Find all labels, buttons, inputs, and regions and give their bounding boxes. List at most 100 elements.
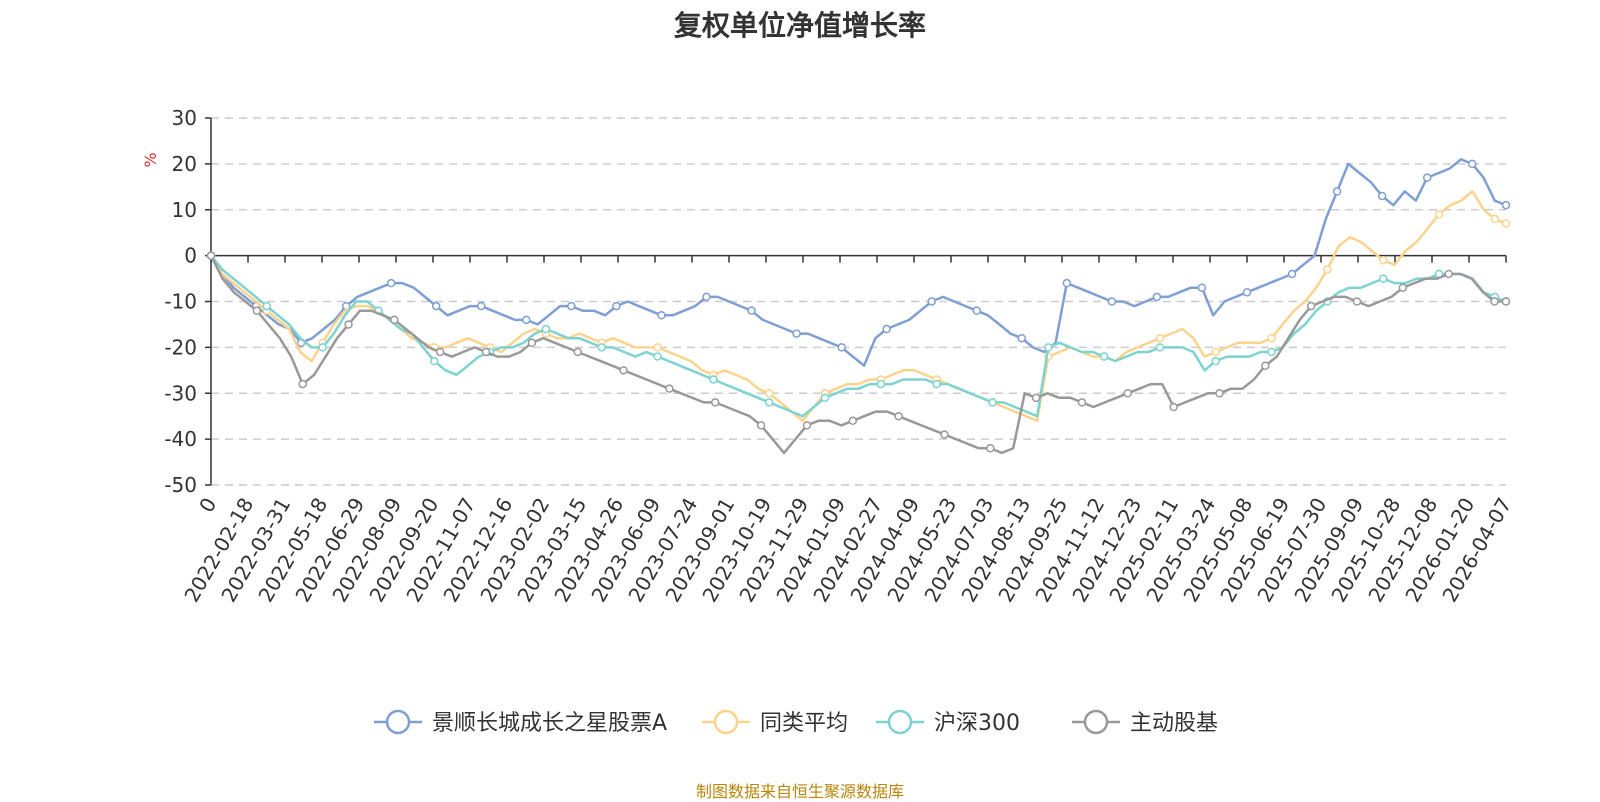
series-3-point-32 <box>573 347 582 357</box>
series-0-point-32 <box>567 301 576 311</box>
series-0-point-104 <box>1377 191 1387 201</box>
series-3-point-72 <box>1031 393 1041 403</box>
series-3-point-112 <box>1490 297 1499 306</box>
series-0-point-20 <box>431 301 441 311</box>
y-tick-label-8: -50 <box>164 473 197 497</box>
series-3-point-96 <box>1306 301 1316 311</box>
series-0-point-36 <box>612 301 621 311</box>
series-3-point-16 <box>390 315 399 325</box>
legend-item-2[interactable]: 沪深300 <box>876 709 1020 736</box>
series-2-point-85 <box>1155 343 1165 352</box>
y-tick-label-5: -20 <box>164 335 197 359</box>
series-0-point-112 <box>1467 159 1477 169</box>
legend-label-0: 景顺长城成长之星股票A <box>432 711 667 736</box>
series-3-point-44 <box>710 398 720 407</box>
series-0-point-84 <box>1152 292 1162 302</box>
series-0-point-68 <box>972 306 981 315</box>
series-3-point-40 <box>665 384 674 393</box>
series-3-point-100 <box>1352 297 1362 306</box>
series-1-point-105 <box>1378 255 1388 265</box>
series-2-point-80 <box>1099 352 1109 361</box>
series-0-point-44 <box>702 292 711 302</box>
series-3-point-52 <box>802 421 812 430</box>
legend-marker-0 <box>385 709 411 735</box>
y-axis-label: % <box>141 152 160 167</box>
series-line-0 <box>209 158 1507 367</box>
y-tick-label-6: -30 <box>164 381 197 405</box>
series-0-point-92 <box>1242 288 1252 297</box>
series-1-point-115 <box>1490 214 1500 224</box>
series-3-point-108 <box>1444 269 1453 279</box>
series-2-point-105 <box>1378 274 1388 283</box>
series-1-point-50 <box>764 389 774 398</box>
series-3-point-8 <box>298 379 307 389</box>
series-3-point-36 <box>619 366 628 375</box>
legend-marker-2 <box>887 709 913 735</box>
series-0-point-80 <box>1107 297 1117 306</box>
y-tick-label-2: 10 <box>172 198 197 222</box>
series-0-point-28 <box>522 315 531 325</box>
series-3-point-68 <box>986 444 995 453</box>
series-0-point-48 <box>747 306 756 315</box>
series-2-point-65 <box>932 379 941 389</box>
series-3-point-20 <box>435 347 445 357</box>
series-3-point-92 <box>1261 361 1270 370</box>
series-0-point-100 <box>1332 187 1342 196</box>
series-3-point-24 <box>481 347 491 357</box>
y-tick-label-7: -40 <box>164 427 197 451</box>
series-0-point-64 <box>927 297 936 306</box>
series-1-point-110 <box>1434 210 1444 219</box>
legend-marker-3 <box>1083 709 1109 735</box>
series-0-point-52 <box>792 329 801 338</box>
series-3-point-104 <box>1398 283 1408 292</box>
series-1-point-40 <box>653 343 662 352</box>
series-0-point-40 <box>657 311 666 320</box>
legend-item-1[interactable]: 同类平均 <box>702 709 848 736</box>
legend-item-0[interactable]: 景顺长城成长之星股票A <box>374 709 667 736</box>
series-2-point-10 <box>318 343 327 352</box>
y-tick-label-1: 20 <box>172 152 197 176</box>
legend-label-1: 同类平均 <box>760 711 848 736</box>
legend: 景顺长城成长之星股票A 同类平均 沪深300 主动股基 <box>374 709 1218 736</box>
x-tick-label-0: 0 <box>194 494 221 517</box>
series-3-point-28 <box>527 338 537 348</box>
series-0-point-72 <box>1017 333 1027 343</box>
series-3-point-64 <box>940 430 949 439</box>
series-3-point-0 <box>206 251 216 260</box>
series-2-point-40 <box>653 352 662 361</box>
series-2-point-30 <box>541 324 551 334</box>
series-3-point-60 <box>894 411 903 421</box>
series-3-point-80 <box>1123 389 1133 398</box>
series-1-point-90 <box>1211 347 1220 357</box>
series-3-point-84 <box>1169 402 1178 412</box>
series-lines <box>206 158 1511 455</box>
series-0-point-16 <box>386 278 396 288</box>
y-tick-label-4: -10 <box>164 290 197 314</box>
source-note: 制图数据来自恒生聚源数据库 <box>695 782 904 801</box>
series-3-point-48 <box>756 421 766 430</box>
series-2-point-70 <box>988 398 997 407</box>
series-0-point-56 <box>837 343 846 352</box>
series-3-point-last <box>1501 297 1511 306</box>
series-2-point-55 <box>820 393 830 403</box>
series-0-point-60 <box>882 324 891 334</box>
legend-item-3[interactable]: 主动股基 <box>1072 709 1218 736</box>
series-0-point-24 <box>477 301 486 311</box>
series-2-point-75 <box>1044 343 1053 352</box>
legend-label-2: 沪深300 <box>934 711 1020 736</box>
legend-marker-1 <box>713 709 739 735</box>
legend-label-3: 主动股基 <box>1130 711 1218 736</box>
y-tick-label-0: 30 <box>172 106 197 130</box>
series-line-2 <box>210 254 1507 418</box>
y-tick-label-3: 0 <box>184 244 197 268</box>
series-1-point-last <box>1501 219 1511 228</box>
series-2-point-50 <box>764 398 774 407</box>
series-3-point-12 <box>344 320 353 329</box>
series-2-point-35 <box>597 343 606 352</box>
chart-title: 复权单位净值增长率 <box>673 9 926 42</box>
series-line-3 <box>209 255 1506 455</box>
series-0-point-96 <box>1287 269 1297 279</box>
grid-lines <box>211 117 1506 486</box>
series-1-point-100 <box>1323 265 1332 274</box>
